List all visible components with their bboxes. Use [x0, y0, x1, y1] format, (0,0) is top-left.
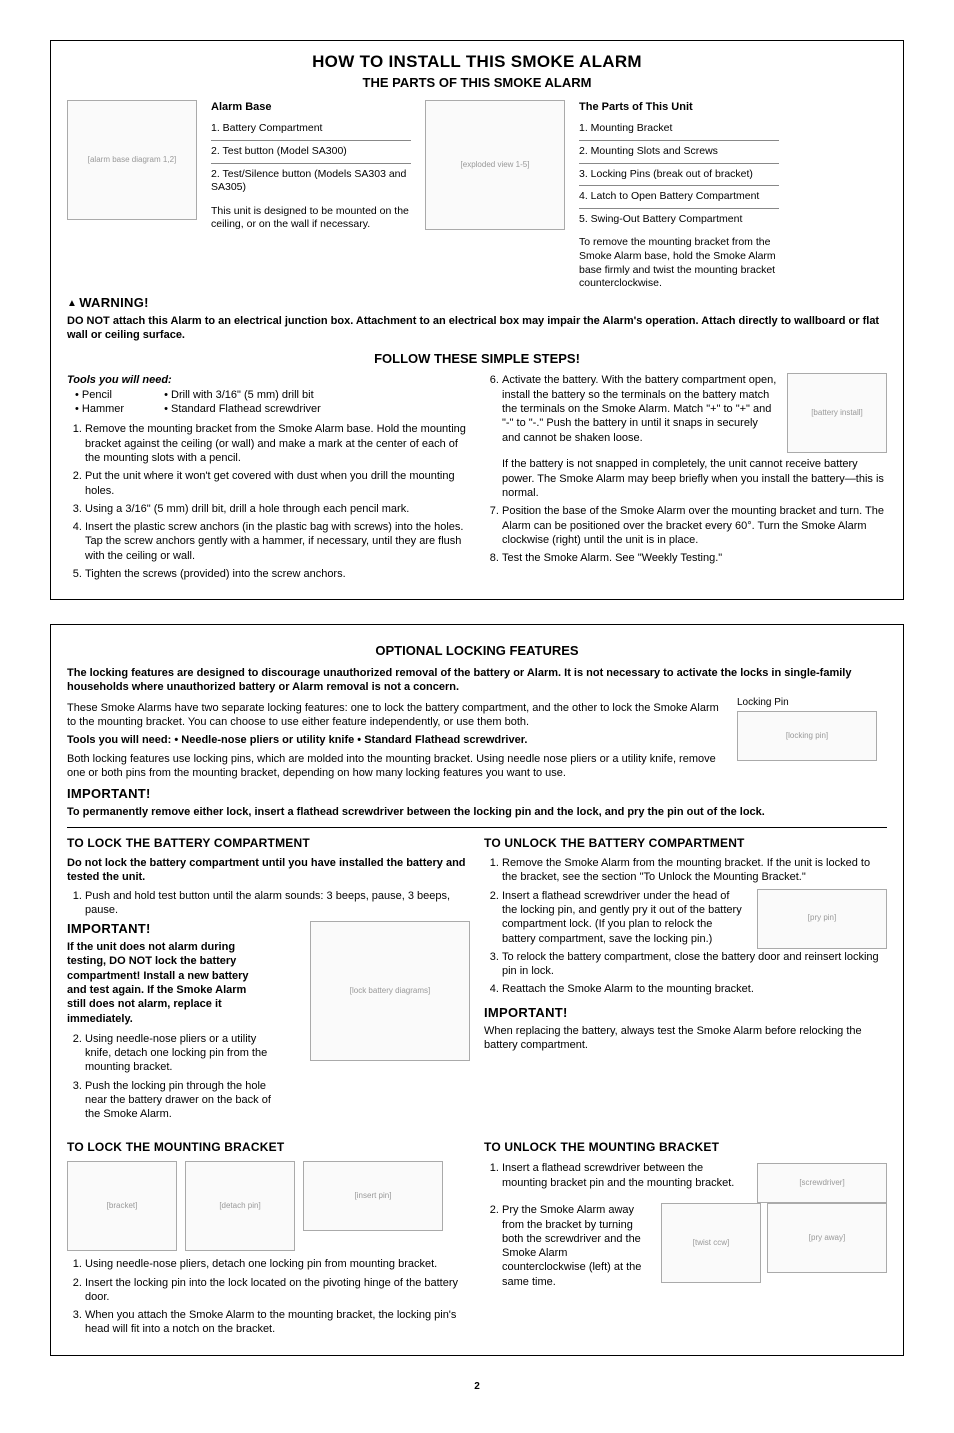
tool: Pencil [75, 389, 112, 401]
mb-lock-row: TO LOCK THE MOUNTING BRACKET [bracket] [… [67, 1140, 887, 1341]
lock-mb-steps: Using needle-nose pliers, detach one loc… [67, 1257, 470, 1336]
tools-label: Tools you will need: [67, 373, 470, 387]
unlock-battery-col: TO UNLOCK THE BATTERY COMPARTMENT Remove… [484, 836, 887, 1125]
battery-install-diagram: [battery install] [787, 373, 887, 453]
important-text: When replacing the battery, always test … [484, 1024, 887, 1053]
step: Position the base of the Smoke Alarm ove… [502, 504, 887, 547]
install-box: HOW TO INSTALL THIS SMOKE ALARM THE PART… [50, 40, 904, 600]
important-text: To permanently remove either lock, inser… [67, 805, 887, 819]
step: Remove the mounting bracket from the Smo… [85, 422, 470, 465]
alarm-base-diagram: [alarm base diagram 1,2] [67, 100, 197, 220]
lock-battery-steps: Push and hold test button until the alar… [67, 889, 470, 918]
locking-pin-label: Locking Pin [737, 697, 789, 708]
steps-right: [battery install] Activate the battery. … [484, 373, 887, 585]
list-item: 5. Swing-Out Battery Compartment [579, 209, 779, 231]
unlock-mb-diagram2: [twist ccw] [661, 1203, 761, 1283]
alarm-base-list: 1. Battery Compartment 2. Test button (M… [211, 118, 411, 199]
remove-note: To remove the mounting bracket from the … [579, 236, 779, 291]
step: Remove the Smoke Alarm from the mounting… [502, 856, 887, 885]
lock-battery-h: TO LOCK THE BATTERY COMPARTMENT [67, 836, 470, 852]
unit-parts-col: The Parts of This Unit 1. Mounting Brack… [579, 100, 779, 291]
warning-label: WARNING! [67, 295, 887, 312]
step: To relock the battery compartment, close… [502, 950, 887, 979]
unlock-mb-col: TO UNLOCK THE MOUNTING BRACKET [screwdri… [484, 1140, 887, 1341]
tool: Drill with 3/16" (5 mm) drill bit [164, 389, 314, 401]
step: Using needle-nose pliers, detach one loc… [85, 1257, 470, 1271]
mount-note: This unit is designed to be mounted on t… [211, 205, 411, 232]
lock-mb-col: TO LOCK THE MOUNTING BRACKET [bracket] [… [67, 1140, 470, 1341]
lock-mb-diagram2: [detach pin] [185, 1161, 295, 1251]
lock-mb-diagram1: [bracket] [67, 1161, 177, 1251]
warning-text: DO NOT attach this Alarm to an electrica… [67, 314, 887, 343]
list-item: 2. Test/Silence button (Models SA303 and… [211, 164, 411, 199]
steps-right-list2: Position the base of the Smoke Alarm ove… [484, 504, 887, 565]
step: Insert the plastic screw anchors (in the… [85, 520, 470, 563]
list-item: 3. Locking Pins (break out of bracket) [579, 164, 779, 187]
parts-row: [alarm base diagram 1,2] Alarm Base 1. B… [67, 100, 887, 291]
parts-subtitle: THE PARTS OF THIS SMOKE ALARM [67, 75, 887, 92]
lock-battery-diagram: [lock battery diagrams] [310, 921, 470, 1061]
important-text: If the unit does not alarm during testin… [67, 940, 267, 1026]
lock-battery-steps2: Using needle-nose pliers or a utility kn… [67, 1032, 277, 1122]
step: When you attach the Smoke Alarm to the m… [85, 1308, 470, 1337]
unlock-battery-steps: Remove the Smoke Alarm from the mounting… [484, 856, 887, 885]
locking-intro: The locking features are designed to dis… [67, 666, 887, 695]
battery-lock-row: TO LOCK THE BATTERY COMPARTMENT Do not l… [67, 836, 887, 1125]
steps-left-list: Remove the mounting bracket from the Smo… [67, 422, 470, 581]
important-label: IMPORTANT! [484, 1005, 887, 1022]
unlock-battery-diagram: [pry pin] [757, 889, 887, 949]
unlock-mb-h: TO UNLOCK THE MOUNTING BRACKET [484, 1140, 887, 1156]
locking-pin-callout: Locking Pin [locking pin] [737, 695, 887, 761]
tool: Standard Flathead screwdriver [164, 403, 321, 415]
unlock-mb-diagram1: [screwdriver] [757, 1163, 887, 1203]
unlock-battery-steps3: To relock the battery compartment, close… [484, 950, 887, 997]
list-item: 1. Battery Compartment [211, 118, 411, 141]
locking-box: OPTIONAL LOCKING FEATURES The locking fe… [50, 624, 904, 1355]
alarm-base-col: Alarm Base 1. Battery Compartment 2. Tes… [211, 100, 411, 291]
unit-parts-heading: The Parts of This Unit [579, 100, 779, 114]
list-item: 1. Mounting Bracket [579, 118, 779, 141]
list-item: 2. Mounting Slots and Screws [579, 141, 779, 164]
step: Insert a flathead screwdriver between th… [502, 1161, 742, 1190]
important-block: IMPORTANT! To permanently remove either … [67, 786, 887, 819]
important-label: IMPORTANT! [67, 786, 887, 803]
main-title: HOW TO INSTALL THIS SMOKE ALARM [67, 51, 887, 73]
step: Using needle-nose pliers or a utility kn… [85, 1032, 277, 1075]
battery-note: If the battery is not snapped in complet… [502, 457, 887, 500]
step: Push the locking pin through the hole ne… [85, 1079, 277, 1122]
steps-heading: FOLLOW THESE SIMPLE STEPS! [67, 351, 887, 368]
unlock-mb-diagram3: [pry away] [767, 1203, 887, 1273]
list-item: 4. Latch to Open Battery Compartment [579, 186, 779, 209]
unit-parts-list: 1. Mounting Bracket 2. Mounting Slots an… [579, 118, 779, 230]
alarm-base-heading: Alarm Base [211, 100, 411, 114]
steps-left: Tools you will need: Pencil Hammer Drill… [67, 373, 470, 585]
lock-mb-diagrams: [bracket] [detach pin] [insert pin] [67, 1161, 470, 1251]
step: Pry the Smoke Alarm away from the bracke… [502, 1203, 642, 1289]
step: Test the Smoke Alarm. See "Weekly Testin… [502, 551, 887, 565]
lock-battery-col: TO LOCK THE BATTERY COMPARTMENT Do not l… [67, 836, 470, 1125]
lock-battery-warn: Do not lock the battery compartment unti… [67, 856, 470, 885]
list-item: 2. Test button (Model SA300) [211, 141, 411, 164]
step: Tighten the screws (provided) into the s… [85, 567, 470, 581]
locking-pin-diagram: [locking pin] [737, 711, 877, 761]
tool: Hammer [75, 403, 124, 415]
steps-row: Tools you will need: Pencil Hammer Drill… [67, 373, 887, 585]
tools-line: Tools you will need: • Needle-nose plier… [67, 734, 527, 746]
page-number: 2 [50, 1380, 904, 1393]
exploded-diagram: [exploded view 1-5] [425, 100, 565, 230]
unlock-mb-diagrams: [twist ccw] [pry away] [661, 1203, 887, 1283]
step: Push and hold test button until the alar… [85, 889, 470, 918]
step: Using a 3/16" (5 mm) drill bit, drill a … [85, 502, 470, 516]
step: Reattach the Smoke Alarm to the mounting… [502, 982, 887, 996]
locking-title: OPTIONAL LOCKING FEATURES [67, 643, 887, 660]
lock-mb-h: TO LOCK THE MOUNTING BRACKET [67, 1140, 470, 1156]
step: Insert the locking pin into the lock loc… [85, 1276, 470, 1305]
unlock-battery-h: TO UNLOCK THE BATTERY COMPARTMENT [484, 836, 887, 852]
tools-list: Pencil Hammer Drill with 3/16" (5 mm) dr… [67, 388, 470, 417]
warning-block: WARNING! DO NOT attach this Alarm to an … [67, 295, 887, 342]
lock-mb-diagram3: [insert pin] [303, 1161, 443, 1231]
divider [67, 827, 887, 828]
step: Put the unit where it won't get covered … [85, 469, 470, 498]
